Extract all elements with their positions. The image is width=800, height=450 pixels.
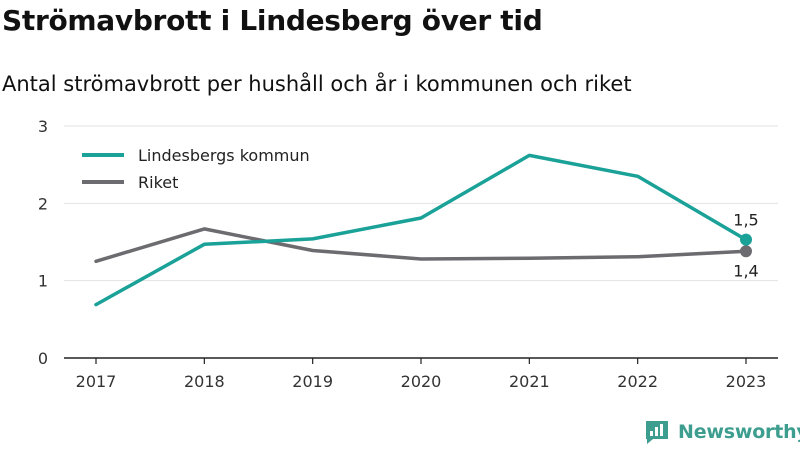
line-chart: 0 1 2 3 2017 2018 2019 2020 2021 2022 2023 1,5 1,4… <box>38 117 778 391</box>
chart-subtitle: Antal strömavbrott per hushåll och år i … <box>2 72 632 96</box>
y-tick-label: 0 <box>38 349 48 368</box>
x-tick-label: 2017 <box>76 372 117 391</box>
legend-label: Riket <box>138 173 178 192</box>
series-line <box>94 227 748 264</box>
x-tick-label: 2019 <box>292 372 333 391</box>
data-label: 1,5 <box>733 211 758 230</box>
series-end-point <box>740 245 752 258</box>
series-lines: 1,5 1,4 <box>94 153 759 307</box>
y-tick-label: 2 <box>38 194 48 213</box>
brand-name: Newsworthy <box>678 421 800 443</box>
series-line <box>94 153 748 307</box>
chart-title: Strömavbrott i Lindesberg över tid <box>2 4 543 37</box>
x-tick-label: 2022 <box>617 372 658 391</box>
x-tick-label: 2018 <box>184 372 225 391</box>
x-tick-label: 2020 <box>401 372 442 391</box>
newsworthy-logo-icon <box>646 421 668 444</box>
data-label: 1,4 <box>733 261 758 280</box>
y-axis-ticks: 0 1 2 3 <box>38 117 48 368</box>
series-end-point <box>740 233 752 246</box>
x-tick-label: 2021 <box>509 372 550 391</box>
x-tick-label: 2023 <box>726 372 767 391</box>
y-tick-label: 3 <box>38 117 48 136</box>
legend: Lindesbergs kommun Riket <box>82 146 310 192</box>
legend-label: Lindesbergs kommun <box>138 146 310 165</box>
newsworthy-logo: Newsworthy <box>644 419 800 445</box>
x-axis-ticks: 2017 2018 2019 2020 2021 2022 2023 <box>76 358 767 391</box>
y-tick-label: 1 <box>38 272 48 291</box>
